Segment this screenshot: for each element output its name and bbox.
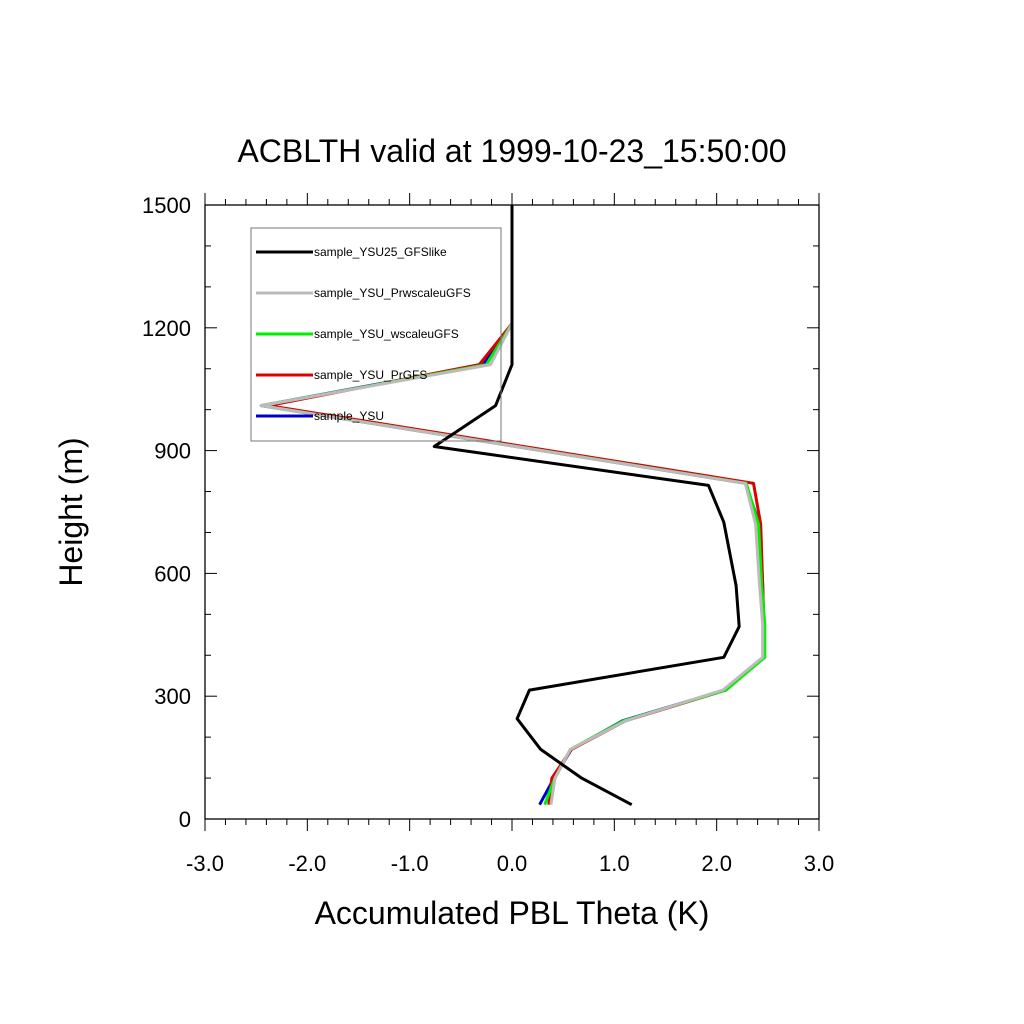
x-tick-label: 0.0 bbox=[497, 851, 528, 876]
legend-label: sample_YSU bbox=[314, 409, 384, 423]
legend-label: sample_YSU_PrGFS bbox=[314, 368, 427, 382]
series-line-sample_YSU25_GFSlike bbox=[432, 205, 741, 807]
legend: sample_YSU25_GFSlike sample_YSU_Prwscaleu… bbox=[250, 227, 502, 442]
legend-label: sample_YSU_wscaleuGFS bbox=[314, 327, 459, 341]
x-tick-label: -1.0 bbox=[391, 851, 429, 876]
y-tick-label: 600 bbox=[154, 561, 191, 586]
y-tick-label: 1200 bbox=[142, 316, 191, 341]
y-tick-label: 0 bbox=[179, 807, 191, 832]
y-tick-label: 300 bbox=[154, 684, 191, 709]
legend-box bbox=[250, 227, 502, 442]
y-axis-label: Height (m) bbox=[53, 437, 89, 586]
x-axis-label: Accumulated PBL Theta (K) bbox=[315, 895, 710, 931]
y-tick-label: 900 bbox=[154, 439, 191, 464]
x-tick-label: 1.0 bbox=[599, 851, 630, 876]
x-tick-label: 2.0 bbox=[701, 851, 732, 876]
series-line-sample_YSU_PrGFS bbox=[266, 286, 766, 805]
series-layer bbox=[259, 205, 767, 807]
legend-label: sample_YSU25_GFSlike bbox=[314, 245, 447, 259]
x-tick-label: -3.0 bbox=[186, 851, 224, 876]
x-tick-label: -2.0 bbox=[288, 851, 326, 876]
series-line-sample_YSU_PrwscaleuGFS bbox=[259, 286, 765, 805]
x-tick-label: 3.0 bbox=[804, 851, 835, 876]
legend-label: sample_YSU_PrwscaleuGFS bbox=[314, 286, 471, 300]
chart-title: ACBLTH valid at 1999-10-23_15:50:00 bbox=[237, 133, 786, 169]
y-tick-label: 1500 bbox=[142, 193, 191, 218]
axes-layer: -3.0 -2.0 -1.0 0.0 1.0 2.0 3.0 0 300 600 900 1200 15… bbox=[142, 193, 834, 876]
